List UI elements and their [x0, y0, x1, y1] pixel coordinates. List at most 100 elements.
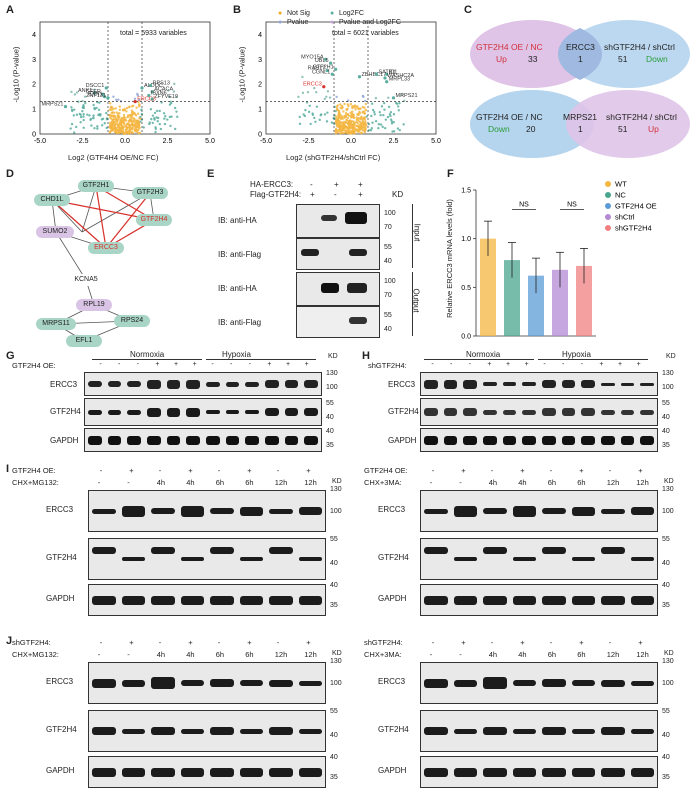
scatter-point: [356, 122, 360, 125]
scatter-point: [92, 103, 95, 107]
bar-chart-f: 0.0 0.5 1.0 1.5 WT NC GTF2H4 OE shCtrl shGTF2H4 N…: [445, 176, 698, 348]
volcano-plot-b: -5.0 -2.5 0.0 2.5 5.0 0 1 2 3 4 MYO15A UBL5 GTF2H1 RA…: [236, 8, 456, 163]
kd-marker: 35: [662, 602, 670, 609]
scatter-point: [346, 122, 350, 125]
scatter-point: [113, 114, 116, 117]
scatter-point: [111, 111, 115, 114]
lane-value: 4h: [156, 478, 166, 487]
e-blot-3: [296, 272, 380, 306]
volcano-b-legend: ● Not Sig ● Log2FC ● Pvalue ● Pvalue and Log…: [278, 10, 401, 26]
blot-band: [166, 379, 181, 389]
node-chd1l: CHD1L: [34, 194, 70, 206]
scatter-point: [98, 101, 101, 104]
scatter-point: [363, 128, 366, 131]
gene-label: ZFYVE19: [154, 94, 178, 100]
gene-label: EXN1: [88, 92, 102, 98]
venn-panel-c: GTF2H4 OE / NC Up 33 ERCC3 1 shGTF2H4 / …: [468, 14, 696, 164]
scatter-point: [340, 128, 344, 131]
scatter-point: [112, 95, 115, 98]
blot-band: [298, 595, 322, 605]
blot-band: [92, 547, 116, 554]
blot-ercc3: [420, 662, 658, 704]
node-gtf2h3: GTF2H3: [132, 187, 168, 199]
scatter-point: [304, 108, 307, 112]
lane-value: 4h: [488, 650, 498, 659]
g-hypoxia: Hypoxia: [222, 350, 251, 359]
row1-label: GTF2H4 OE:: [12, 466, 56, 475]
blot-band: [107, 381, 122, 387]
blot-band: [304, 408, 318, 416]
blot-band: [630, 728, 654, 734]
blot-label: ERCC3: [378, 505, 406, 514]
scatter-point: [309, 122, 312, 126]
scatter-point: [88, 114, 91, 117]
kd-marker: 55: [662, 536, 670, 543]
scatter-point: [306, 91, 310, 94]
h-marker: 130: [662, 370, 674, 377]
blot-band: [512, 728, 536, 734]
labeled-point: [325, 68, 329, 73]
blot-band: [127, 435, 141, 445]
kd-marker: 40: [662, 732, 670, 739]
blot-band: [147, 407, 161, 417]
scatter-point: [103, 122, 106, 125]
scatter-point: [110, 106, 114, 109]
scatter-point: [339, 132, 342, 135]
lane-value: 4h: [186, 478, 195, 487]
scatter-point: [392, 120, 395, 124]
blot-band: [245, 410, 259, 414]
scatter-point: [346, 99, 350, 102]
g-blot-label-2: GTF2H4: [50, 407, 81, 416]
volcano-a-xlabel: Log2 (GTF4H4 OE/NC FC): [68, 153, 159, 162]
scatter-point: [337, 130, 341, 133]
lane-value: -: [276, 638, 280, 647]
lane-value: 12h: [606, 478, 620, 487]
scatter-point: [383, 102, 386, 105]
blot-band: [284, 408, 299, 416]
blot-band: [630, 680, 654, 686]
panel-label-b: B: [233, 4, 241, 16]
scatter-point: [86, 113, 89, 116]
scatter-point: [117, 112, 120, 115]
scatter-point: [166, 118, 169, 121]
legend-marker: [605, 192, 611, 198]
gene-label: WASHC2A: [387, 73, 414, 79]
lane-value: -: [127, 478, 130, 487]
lane-value: +: [524, 361, 529, 368]
blot-band: [239, 728, 263, 734]
scatter-point: [93, 126, 96, 130]
gene-label: SATB1: [379, 69, 396, 75]
volcano-plot-a: -5.0 -2.5 0.0 2.5 5.0 0 1 2 3 4 DSCC1 ANK1 GFER EXN1 Z…: [10, 8, 228, 163]
blot-band: [180, 595, 204, 605]
scatter-point: [371, 121, 374, 124]
scatter-point: [337, 114, 341, 118]
scatter-point: [153, 118, 156, 121]
blot-band: [269, 508, 293, 514]
scatter-point: [386, 115, 390, 119]
blot-band: [121, 767, 145, 777]
e-output-label: Output: [411, 288, 421, 313]
scatter-point: [345, 118, 348, 122]
blot-band: [284, 435, 299, 445]
legend-marker: [605, 214, 611, 220]
scatter-point: [357, 119, 360, 122]
panel-label-j: J: [6, 635, 13, 647]
blot-band: [620, 435, 635, 445]
scatter-point: [384, 118, 388, 121]
lane-value: +: [579, 466, 584, 475]
scatter-point: [135, 128, 139, 132]
labeled-point: [92, 91, 96, 95]
labeled-point: [383, 76, 387, 80]
scatter-point: [381, 125, 384, 129]
scatter-point: [101, 117, 105, 121]
scatter-point: [396, 127, 400, 130]
venn-diagram: [470, 20, 690, 158]
blot-label: GTF2H4: [46, 553, 77, 562]
bar: [552, 269, 568, 336]
blot-band: [483, 727, 507, 735]
scatter-point: [387, 105, 391, 109]
scatter-point: [173, 127, 177, 131]
venn-top-left-title: GTF2H4 OE / NC: [476, 42, 543, 52]
scatter-point: [370, 102, 374, 105]
y-tick-label: 3: [32, 57, 36, 64]
